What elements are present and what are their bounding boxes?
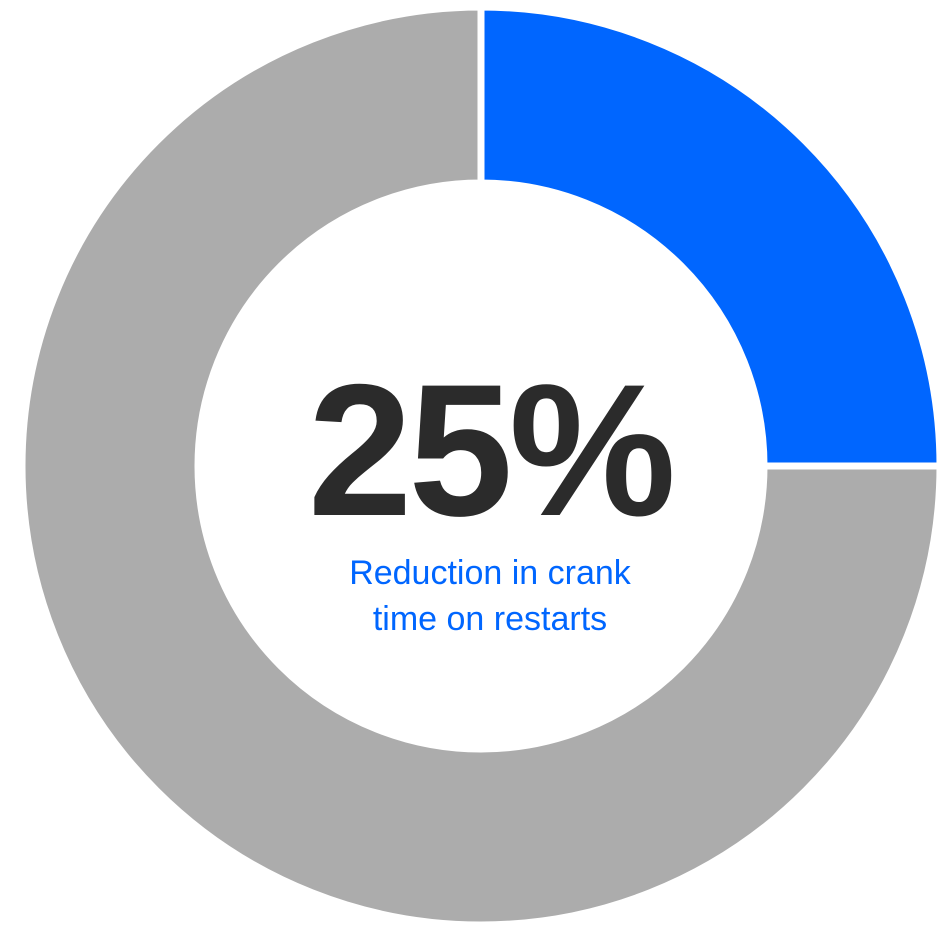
caption-line-2: time on restarts	[372, 600, 608, 638]
donut-slice-0	[477, 3, 942, 470]
donut-slices	[18, 3, 942, 926]
center-label: 25% Reduction in crank time on restarts	[260, 350, 720, 642]
donut-slice-1	[18, 3, 942, 926]
center-value: 25%	[307, 345, 676, 555]
caption-line-1: Reduction in crank	[349, 554, 631, 592]
